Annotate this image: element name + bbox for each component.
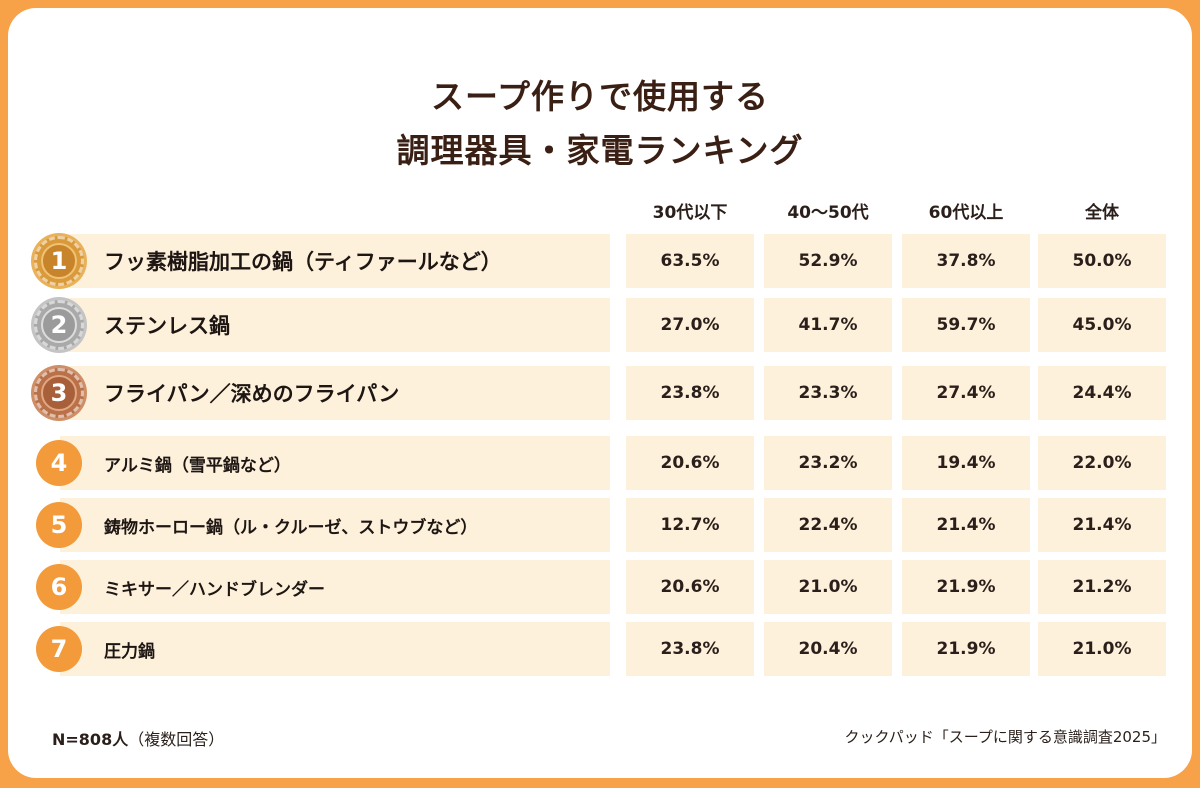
- rank-number: 2: [41, 307, 77, 343]
- row-label: フッ素樹脂加工の鍋（ティファールなど）: [104, 250, 502, 274]
- value-cell: 20.6%: [626, 560, 754, 614]
- rank-badge: 7: [36, 626, 82, 672]
- row-label-background: [60, 560, 610, 614]
- value-cell: 19.4%: [902, 436, 1030, 490]
- row-label: フライパン／深めのフライパン: [104, 382, 400, 406]
- rank-number: 1: [41, 243, 77, 279]
- chart-title-line2: 調理器具・家電ランキング: [396, 131, 804, 170]
- value-cell: 63.5%: [626, 234, 754, 288]
- value-cell: 21.0%: [1038, 622, 1166, 676]
- row-label-background: [60, 436, 610, 490]
- value-cell: 22.0%: [1038, 436, 1166, 490]
- rank-badge: 5: [36, 502, 82, 548]
- ranking-row: 2 ステンレス鍋 27.0% 41.7% 59.7% 45.0%: [8, 298, 1192, 352]
- value-cell: 21.2%: [1038, 560, 1166, 614]
- row-label-background: [60, 498, 610, 552]
- ranking-row: 3 フライパン／深めのフライパン 23.8% 23.3% 27.4% 24.4%: [8, 366, 1192, 420]
- value-cell: 21.9%: [902, 622, 1030, 676]
- source-note: クックパッド「スープに関する意識調査2025」: [844, 728, 1166, 746]
- value-cell: 12.7%: [626, 498, 754, 552]
- value-cell: 27.4%: [902, 366, 1030, 420]
- chart-title-line1: スープ作りで使用する: [430, 77, 770, 116]
- gold-medal-icon: 1: [34, 236, 84, 286]
- value-cell: 59.7%: [902, 298, 1030, 352]
- value-cell: 52.9%: [764, 234, 892, 288]
- column-header: 40〜50代: [787, 203, 869, 223]
- value-cell: 41.7%: [764, 298, 892, 352]
- ranking-row: 6 ミキサー／ハンドブレンダー 20.6% 21.0% 21.9% 21.2%: [8, 560, 1192, 614]
- rank-badge: 4: [36, 440, 82, 486]
- rank-number: 3: [41, 375, 77, 411]
- rank-badge: 6: [36, 564, 82, 610]
- sample-size: N=808人: [52, 730, 129, 749]
- value-cell: 24.4%: [1038, 366, 1166, 420]
- value-cell: 23.3%: [764, 366, 892, 420]
- silver-medal-icon: 2: [34, 300, 84, 350]
- row-label-background: [60, 366, 610, 420]
- ranking-card: スープ作りで使用する 調理器具・家電ランキング 30代以下 40〜50代 60代以上…: [8, 8, 1192, 778]
- row-label: ミキサー／ハンドブレンダー: [104, 579, 325, 600]
- row-label-background: [60, 234, 610, 288]
- row-label: ステンレス鍋: [104, 314, 230, 338]
- value-cell: 21.4%: [1038, 498, 1166, 552]
- value-cell: 21.4%: [902, 498, 1030, 552]
- value-cell: 20.4%: [764, 622, 892, 676]
- multiple-answer-note: （複数回答）: [128, 730, 225, 749]
- value-cell: 37.8%: [902, 234, 1030, 288]
- column-header: 60代以上: [928, 203, 1004, 223]
- value-cell: 45.0%: [1038, 298, 1166, 352]
- value-cell: 20.6%: [626, 436, 754, 490]
- ranking-row: 5 鋳物ホーロー鍋（ル・クルーゼ、ストウブなど） 12.7% 22.4% 21.4% 21…: [8, 498, 1192, 552]
- ranking-row: 1 フッ素樹脂加工の鍋（ティファールなど） 63.5% 52.9% 37.8% 50.0%: [8, 234, 1192, 288]
- value-cell: 23.8%: [626, 622, 754, 676]
- value-cell: 21.9%: [902, 560, 1030, 614]
- value-cell: 23.8%: [626, 366, 754, 420]
- value-cell: 21.0%: [764, 560, 892, 614]
- ranking-row: 7 圧力鍋 23.8% 20.4% 21.9% 21.0%: [8, 622, 1192, 676]
- column-header: 全体: [1085, 203, 1119, 223]
- row-label: 鋳物ホーロー鍋（ル・クルーゼ、ストウブなど）: [104, 517, 478, 538]
- row-label-background: [60, 298, 610, 352]
- bronze-medal-icon: 3: [34, 368, 84, 418]
- row-label: 圧力鍋: [104, 641, 155, 662]
- value-cell: 23.2%: [764, 436, 892, 490]
- value-cell: 27.0%: [626, 298, 754, 352]
- sample-size-note: N=808人（複数回答）: [52, 726, 224, 750]
- value-cell: 22.4%: [764, 498, 892, 552]
- column-header: 30代以下: [652, 203, 728, 223]
- ranking-row: 4 アルミ鍋（雪平鍋など） 20.6% 23.2% 19.4% 22.0%: [8, 436, 1192, 490]
- row-label-background: [60, 622, 610, 676]
- row-label: アルミ鍋（雪平鍋など）: [104, 455, 291, 476]
- value-cell: 50.0%: [1038, 234, 1166, 288]
